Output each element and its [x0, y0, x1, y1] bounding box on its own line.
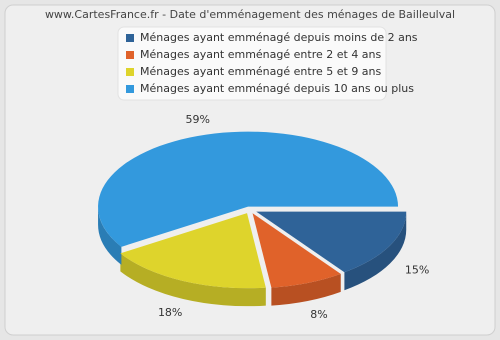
value-label: 59%: [185, 113, 209, 126]
value-label: 15%: [405, 264, 429, 277]
legend-swatch: [126, 85, 134, 93]
legend-swatch: [126, 68, 134, 76]
slice: [256, 211, 407, 273]
slice-side: [344, 211, 407, 291]
slice-side: [98, 206, 122, 265]
slice: [120, 213, 266, 289]
slice-side: [271, 273, 341, 306]
legend-swatch: [126, 51, 134, 59]
legend: [117, 26, 387, 101]
legend-swatch: [126, 34, 134, 42]
legend-label: Ménages ayant emménagé entre 2 et 4 ans: [140, 48, 382, 61]
slice: [252, 213, 341, 288]
legend-label: Ménages ayant emménagé entre 5 et 9 ans: [140, 65, 382, 78]
chart-title: www.CartesFrance.fr - Date d'emménagemen…: [45, 8, 455, 21]
slice: [98, 131, 399, 247]
slice-side: [120, 253, 266, 307]
legend-label: Ménages ayant emménagé depuis moins de 2…: [140, 31, 418, 44]
legend-label: Ménages ayant emménagé depuis 10 ans ou …: [140, 82, 414, 95]
value-label: 18%: [158, 306, 182, 319]
value-label: 8%: [310, 308, 327, 321]
